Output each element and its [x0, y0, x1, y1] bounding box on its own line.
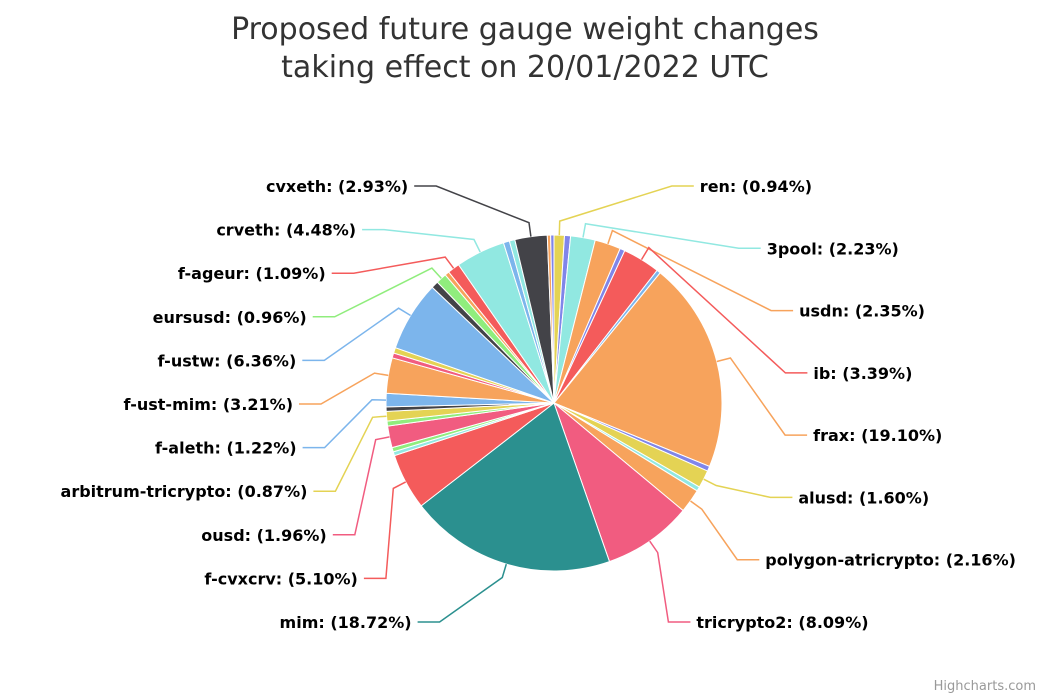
label-connectors	[299, 185, 808, 623]
connector-f-ageur	[331, 256, 455, 274]
slice-label-f-ust-mim: f-ust-mim: (3.21%)	[124, 395, 293, 414]
connector-3pool	[582, 222, 761, 250]
connector-f-ustw	[302, 307, 411, 362]
connector-eursusd	[312, 267, 442, 318]
connector-mim	[417, 563, 508, 623]
connector-frax	[716, 357, 808, 436]
chart-title-line-1: Proposed future gauge weight changes	[231, 12, 819, 47]
pie-slices	[385, 234, 723, 572]
connector-ren	[558, 185, 694, 236]
connector-f-cvxcrv	[363, 481, 407, 580]
slice-label-arbitrum-tricrypto: arbitrum-tricrypto: (0.87%)	[61, 482, 308, 501]
slice-label-frax: frax: (19.10%)	[813, 426, 942, 445]
slice-label-alusd: alusd: (1.60%)	[798, 488, 929, 507]
slice-labels: ren: (0.94%) 3pool: (2.23%) usdn: (2.35%) i…	[61, 177, 1016, 632]
connector-f-ust-mim	[299, 372, 389, 405]
connector-tricrypto2	[649, 540, 691, 623]
slice-label-3pool: 3pool: (2.23%)	[767, 239, 899, 258]
connector-ib	[640, 246, 808, 374]
pie-slice-mim[interactable]	[420, 402, 611, 572]
slice-label-cvxeth: cvxeth: (2.93%)	[266, 177, 408, 196]
connector-ousd	[332, 436, 390, 536]
slice-label-ren: ren: (0.94%)	[700, 177, 812, 196]
connector-polygon-atricrypto	[690, 500, 760, 561]
chart-title-line-2: taking effect on 20/01/2022 UTC	[281, 50, 769, 85]
slice-label-f-ageur: f-ageur: (1.09%)	[178, 264, 326, 283]
connector-cvxeth	[414, 185, 532, 237]
pie-slice-tricrypto2[interactable]	[552, 401, 684, 563]
slice-label-f-ustw: f-ustw: (6.36%)	[158, 351, 297, 370]
slice-label-tricrypto2: tricrypto2: (8.09%)	[696, 613, 868, 632]
slice-label-eursusd: eursusd: (0.96%)	[153, 308, 307, 327]
pie-slice-frax[interactable]	[553, 272, 723, 468]
connector-f-aleth	[302, 399, 387, 449]
connector-crveth	[362, 228, 481, 253]
connector-arbitrum-tricrypto	[313, 415, 387, 492]
connector-alusd	[703, 478, 793, 499]
slice-label-ousd: ousd: (1.96%)	[201, 526, 326, 545]
slice-label-polygon-atricrypto: polygon-atricrypto: (2.16%)	[765, 551, 1016, 570]
credits-link[interactable]: Highcharts.com	[933, 679, 1036, 694]
slice-label-f-aleth: f-aleth: (1.22%)	[155, 439, 297, 458]
pie-slice[interactable]	[550, 234, 555, 404]
slice-label-mim: mim: (18.72%)	[280, 613, 412, 632]
connector-usdn	[607, 229, 794, 312]
slice-label-f-cvxcrv: f-cvxcrv: (5.10%)	[204, 569, 357, 588]
slice-label-crveth: crveth: (4.48%)	[216, 221, 356, 240]
slice-label-ib: ib: (3.39%)	[813, 364, 912, 383]
slice-label-usdn: usdn: (2.35%)	[799, 302, 925, 321]
